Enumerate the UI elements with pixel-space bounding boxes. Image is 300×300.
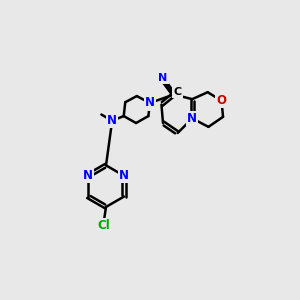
Text: Cl: Cl <box>97 219 110 232</box>
Text: C: C <box>174 87 182 97</box>
Text: N: N <box>83 169 93 182</box>
Text: N: N <box>107 114 117 127</box>
Text: N: N <box>158 73 168 83</box>
Text: N: N <box>119 169 129 182</box>
Text: N: N <box>145 97 155 110</box>
Text: O: O <box>217 94 226 107</box>
Text: N: N <box>187 112 197 125</box>
